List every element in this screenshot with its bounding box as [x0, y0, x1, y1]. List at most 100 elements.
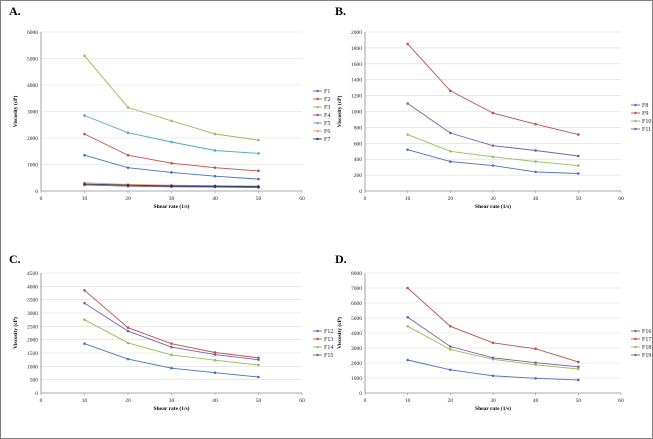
y-axis-title: Viscosity (cP)	[12, 317, 19, 349]
data-point-F8	[534, 170, 537, 174]
data-point-F8	[577, 172, 580, 175]
y-tick-label: 5000	[27, 57, 38, 63]
data-point-F18	[534, 363, 537, 367]
series-line-F8	[407, 149, 579, 174]
x-tick-label: 10	[82, 196, 88, 202]
y-tick-label: 4000	[27, 83, 38, 89]
chart-panel-3: C. 0 500 1000 1500 2000 2500 3000 3500 4000 4500 0 1…	[9, 252, 333, 412]
y-tick-label: 4500	[27, 271, 38, 277]
legend-entry-F9: F9	[642, 111, 648, 117]
x-tick-label: 60	[299, 196, 305, 202]
y-axis-title: Viscosity (cP)	[336, 95, 343, 127]
data-point-F10	[577, 164, 580, 167]
data-point-F9	[577, 133, 580, 136]
data-point-F14	[257, 363, 260, 367]
legend-marker-F2	[316, 97, 319, 101]
data-point-F5	[257, 152, 260, 155]
data-point-F7	[213, 184, 217, 188]
data-point-F18	[406, 324, 409, 328]
legend-marker-F18	[634, 345, 637, 349]
data-point-F19	[534, 361, 537, 365]
x-tick-label: 20	[125, 196, 131, 202]
legend-entry-F18: F18	[642, 345, 651, 351]
y-tick-label: 1000	[27, 364, 38, 370]
series-line-F10	[407, 134, 579, 167]
legend-marker-F17	[634, 337, 637, 341]
data-point-F16	[406, 358, 409, 362]
data-point-F5	[126, 131, 130, 134]
legend-entry-F10: F10	[642, 119, 651, 125]
x-tick-label: 30	[169, 196, 175, 202]
y-tick-label: 3000	[27, 311, 38, 317]
y-tick-label: 800	[354, 125, 363, 131]
data-point-F9	[449, 89, 452, 93]
legend-entry-F6: F6	[324, 129, 330, 135]
data-point-F2	[170, 161, 173, 165]
data-point-F19	[449, 345, 452, 348]
x-tick-label: 0	[364, 196, 367, 202]
x-axis-title: Shear rate (1/s)	[475, 405, 511, 412]
data-point-F7	[126, 183, 130, 187]
data-point-F17	[534, 347, 537, 351]
data-point-F13	[213, 351, 217, 354]
x-tick-label: 10	[82, 398, 88, 404]
legend-entry-F8: F8	[642, 103, 648, 109]
series-line-F1	[84, 154, 259, 180]
legend-marker-F9	[634, 111, 637, 115]
data-point-F17	[406, 286, 409, 290]
data-point-F10	[406, 133, 409, 136]
legend-entry-F13: F13	[324, 337, 333, 343]
x-tick-label: 60	[618, 196, 624, 202]
data-point-F10	[449, 149, 452, 153]
series-line-F12	[84, 343, 259, 378]
x-tick-label: 50	[256, 196, 262, 202]
y-tick-label: 400	[354, 157, 363, 163]
legend-marker-F10	[634, 119, 637, 123]
data-point-F13	[126, 326, 130, 329]
y-tick-label: 1000	[351, 376, 362, 382]
x-tick-label: 40	[533, 196, 539, 202]
legend-marker-F3	[316, 105, 319, 109]
y-tick-label: 1200	[351, 94, 362, 100]
data-point-F1	[213, 174, 217, 178]
x-axis-title: Shear rate (1/s)	[475, 203, 511, 210]
y-tick-label: 0	[359, 391, 362, 397]
data-point-F9	[406, 42, 409, 46]
legend-entry-F14: F14	[324, 345, 333, 351]
y-tick-label: 3000	[27, 110, 38, 116]
y-tick-label: 4000	[27, 284, 38, 290]
x-tick-label: 60	[299, 398, 305, 404]
data-point-F15	[213, 353, 217, 356]
data-point-F3	[126, 106, 130, 109]
data-point-F1	[126, 166, 130, 169]
x-tick-label: 40	[533, 398, 539, 404]
y-tick-label: 3000	[351, 346, 362, 352]
legend-marker-F13	[316, 337, 319, 341]
y-tick-label: 0	[35, 189, 38, 195]
data-point-F15	[126, 329, 130, 333]
data-point-F12	[213, 371, 217, 375]
data-point-F2	[213, 166, 217, 169]
legend-marker-F8	[634, 103, 637, 107]
data-point-F15	[170, 345, 173, 349]
legend-marker-F11	[634, 127, 637, 131]
y-tick-label: 500	[30, 378, 39, 384]
chart-panel-2: B. 0 200 400 600 800 1000 1200 1400 1600 1800 2000 0…	[335, 4, 651, 210]
data-point-F1	[83, 153, 86, 157]
y-tick-label: 2000	[27, 338, 38, 344]
data-point-F17	[449, 324, 452, 328]
y-tick-label: 2000	[351, 30, 362, 36]
x-tick-label: 10	[405, 398, 411, 404]
legend-marker-F19	[634, 353, 637, 357]
data-point-F13	[257, 356, 260, 360]
data-point-F17	[577, 360, 580, 364]
data-point-F9	[491, 111, 495, 115]
y-tick-label: 6000	[27, 30, 38, 36]
legend-marker-F16	[634, 329, 637, 333]
legend-entry-F11: F11	[642, 127, 651, 133]
data-point-F8	[491, 164, 495, 167]
data-point-F2	[257, 169, 260, 173]
series-line-F15	[84, 302, 259, 361]
